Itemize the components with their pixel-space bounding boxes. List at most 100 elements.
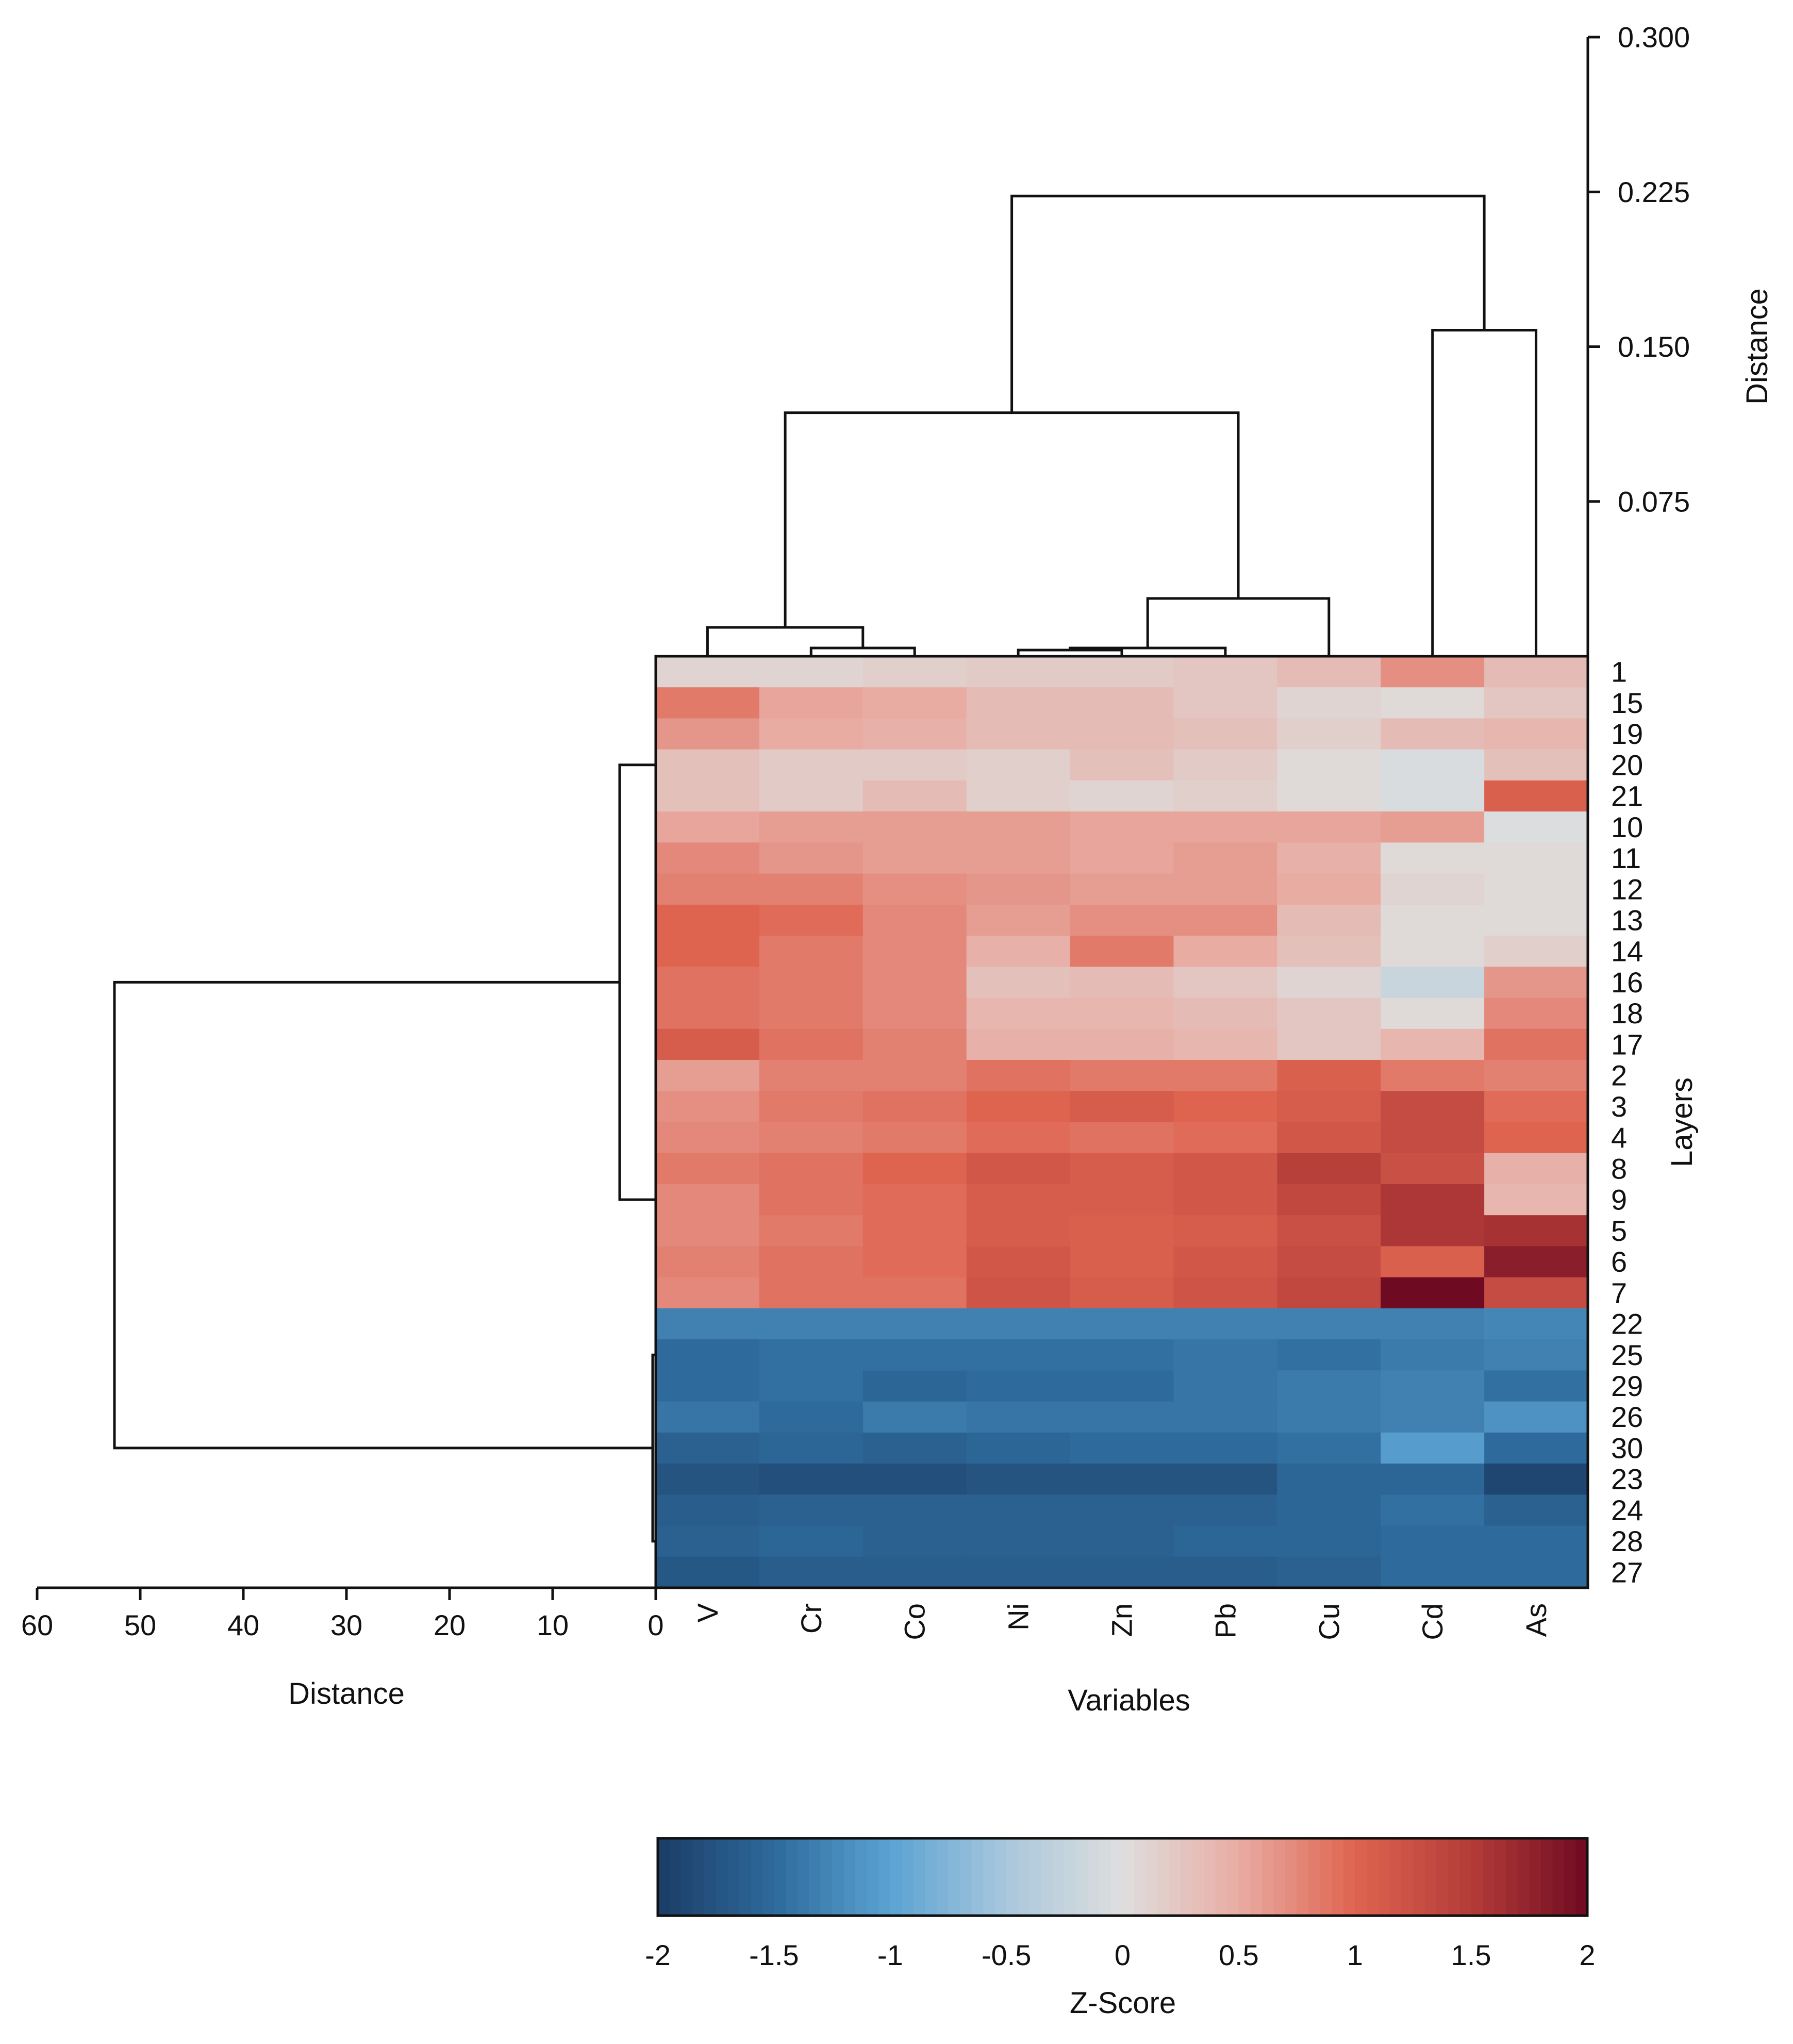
heatmap-cell — [1381, 1246, 1485, 1278]
heatmap-cell — [966, 780, 1071, 812]
layer-label: 18 — [1611, 997, 1643, 1029]
heatmap-cell — [1173, 1525, 1277, 1557]
heatmap-cell — [656, 1494, 760, 1526]
heatmap-cell — [862, 1091, 967, 1123]
row-dendrogram-tick-label: 10 — [537, 1609, 569, 1641]
colorbar-stripe — [1169, 1838, 1181, 1916]
heatmap-cell — [862, 1401, 967, 1433]
heatmap-cell — [759, 1028, 864, 1060]
heatmap-cell — [966, 936, 1071, 967]
heatmap-cell — [1277, 1153, 1381, 1185]
layer-label: 20 — [1611, 749, 1643, 781]
layer-label: 27 — [1611, 1556, 1643, 1588]
colorbar-ticks: -2 -1.5 -1 -0.5 0 0.5 1 1.5 2 — [645, 1939, 1595, 1971]
heatmap-cell — [656, 1464, 760, 1495]
heatmap-cell — [862, 936, 967, 967]
heatmap-cell — [1070, 1556, 1174, 1588]
heatmap-cell — [1070, 1277, 1174, 1309]
heatmap-cell — [862, 904, 967, 936]
colorbar-stripe — [739, 1838, 751, 1916]
heatmap-cell — [966, 1494, 1071, 1526]
heatmap-cell — [656, 842, 760, 874]
variable-label: Cd — [1416, 1603, 1449, 1640]
colorbar-tick-label: 1.5 — [1451, 1939, 1491, 1971]
colorbar-stripe — [1227, 1838, 1239, 1916]
heatmap-cell — [656, 687, 760, 719]
heatmap-cell — [862, 1556, 967, 1588]
colorbar-stripe — [1517, 1838, 1530, 1916]
heatmap-cell — [1173, 1091, 1277, 1123]
heatmap-cell — [1070, 1060, 1174, 1091]
heatmap-cell — [1381, 1215, 1485, 1247]
heatmap-cell — [1381, 967, 1485, 999]
heatmap-cell — [1381, 1556, 1485, 1588]
dendrogram-link-cd-as — [1431, 329, 1538, 656]
heatmap-cell — [656, 780, 760, 812]
heatmap-cell — [1070, 936, 1174, 967]
heatmap-cell — [1070, 687, 1174, 719]
heatmap-cell — [1070, 780, 1174, 812]
heatmap-cell — [759, 656, 864, 688]
colorbar-stripe — [832, 1838, 844, 1916]
heatmap-cell — [1173, 1122, 1277, 1154]
dendrogram-link-root — [1010, 194, 1486, 413]
colorbar-title: Z-Score — [1070, 1986, 1176, 2020]
heatmap-cell — [656, 998, 760, 1029]
heatmap-cell — [966, 904, 1071, 936]
heatmap-cell — [759, 1339, 864, 1371]
layer-label: 6 — [1611, 1245, 1627, 1278]
heatmap-cell — [1381, 1339, 1485, 1371]
heatmap-cell — [1173, 1215, 1277, 1247]
heatmap-cell — [1173, 1556, 1277, 1588]
heatmap-cell — [1070, 873, 1174, 905]
heatmap-cell — [1484, 1432, 1588, 1464]
colorbar-stripe — [1506, 1838, 1518, 1916]
variable-label: As — [1520, 1603, 1552, 1637]
heatmap-cell — [1484, 1308, 1588, 1340]
variable-label: Zn — [1106, 1603, 1138, 1637]
column-dendrogram-tick-label: 0.075 — [1618, 485, 1690, 518]
heatmap-cell — [966, 967, 1071, 999]
heatmap-cell — [1070, 1401, 1174, 1433]
layer-label: 3 — [1611, 1090, 1627, 1123]
colorbar-tick-label: 0.5 — [1219, 1939, 1259, 1971]
heatmap-cell — [1484, 1091, 1588, 1123]
colorbar-tick-label: -1 — [877, 1939, 903, 1971]
heatmap-cell — [1173, 656, 1277, 688]
colorbar-stripe — [890, 1838, 902, 1916]
heatmap-cell — [1173, 998, 1277, 1029]
heatmap-cell — [759, 1246, 864, 1278]
row-dendrogram-tick-label: 20 — [434, 1609, 466, 1641]
heatmap-cell — [1173, 1308, 1277, 1340]
heatmap-cell — [1484, 656, 1588, 688]
row-dendrogram-tick-label: 50 — [124, 1609, 156, 1641]
heatmap-cell — [656, 1370, 760, 1402]
colorbar-stripe — [762, 1838, 774, 1916]
colorbar-stripe — [1192, 1838, 1204, 1916]
layer-label: 30 — [1611, 1432, 1643, 1464]
heatmap-cell — [759, 1277, 864, 1309]
heatmap-cell — [1484, 1464, 1588, 1495]
heatmap-cell — [966, 1060, 1071, 1091]
heatmap-cell — [1070, 1246, 1174, 1278]
heatmap-cell — [1484, 1277, 1588, 1309]
heatmap-cell — [1173, 936, 1277, 967]
heatmap-cell — [759, 1215, 864, 1247]
row-dendrogram — [113, 749, 657, 1588]
heatmap-cell — [1277, 1122, 1381, 1154]
colorbar-stripe — [669, 1838, 682, 1916]
heatmap-cell — [759, 811, 864, 843]
column-dendrogram — [706, 194, 1538, 656]
heatmap-cell — [759, 1464, 864, 1495]
heatmap-cell — [966, 1184, 1071, 1216]
heatmap-cell — [1070, 749, 1174, 781]
heatmap-cell — [1484, 811, 1588, 843]
heatmap-cell — [1484, 1370, 1588, 1402]
heatmap-cell — [1070, 967, 1174, 999]
heatmap-cell — [1381, 873, 1485, 905]
heatmap-cell — [656, 1246, 760, 1278]
colorbar-stripe — [1204, 1838, 1216, 1916]
layer-labels: 1151920211011121314161817234895672225292… — [1611, 656, 1643, 1589]
heatmap-cell — [862, 1339, 967, 1371]
colorbar-stripe — [1343, 1838, 1355, 1916]
